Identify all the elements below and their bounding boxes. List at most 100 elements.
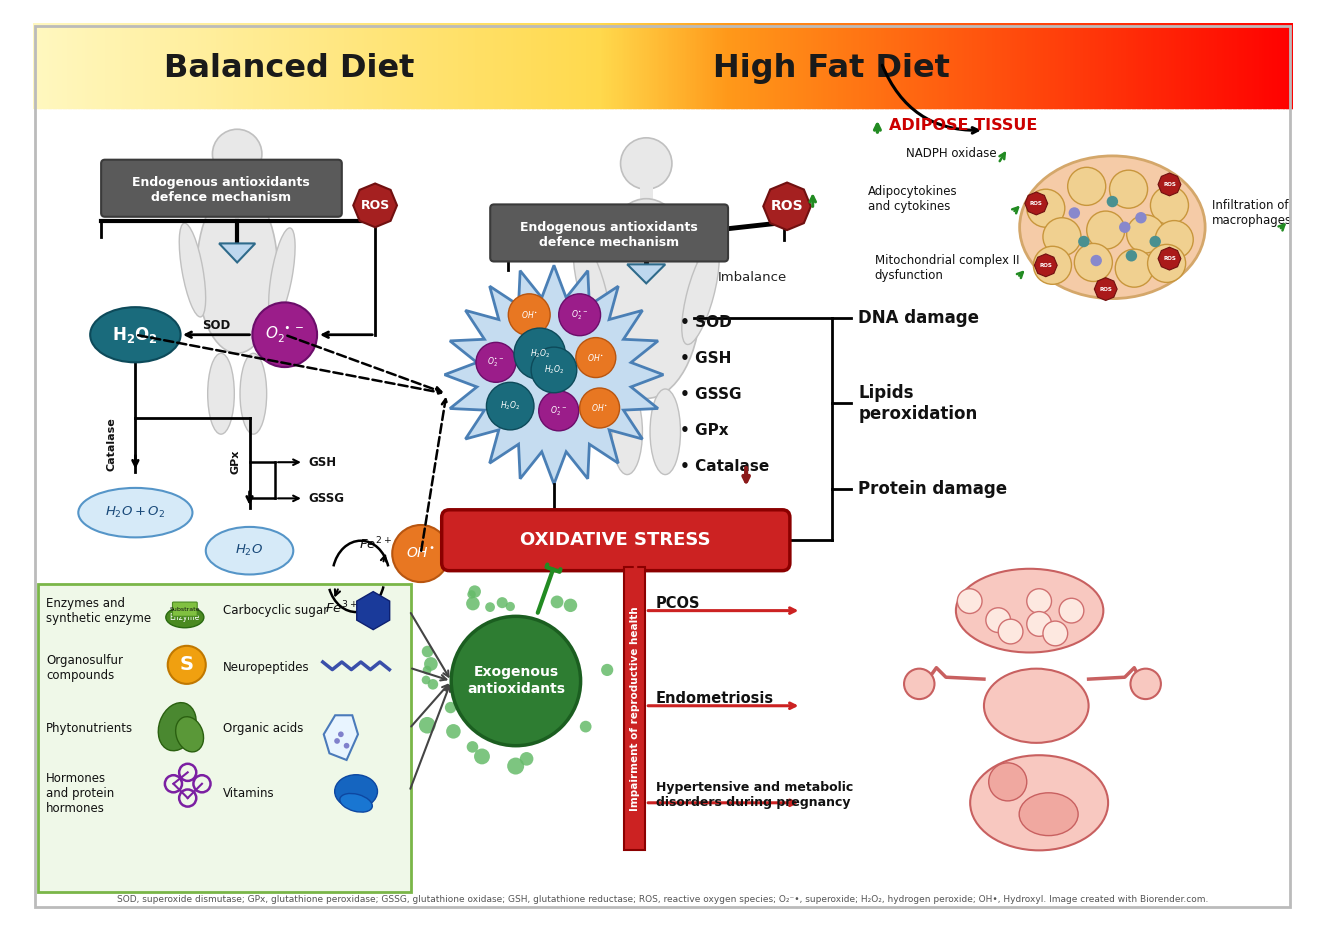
Bar — [42, 22, 46, 108]
Circle shape — [419, 717, 436, 733]
Bar — [95, 22, 99, 108]
Bar — [330, 22, 334, 108]
Bar — [1291, 22, 1295, 108]
Bar — [265, 22, 268, 108]
Circle shape — [1075, 244, 1113, 282]
Bar — [90, 22, 94, 108]
Bar — [375, 22, 379, 108]
Bar — [723, 22, 727, 108]
Text: Neuropeptides: Neuropeptides — [223, 661, 310, 675]
Bar — [1248, 22, 1251, 108]
Bar — [280, 22, 284, 108]
Bar — [1192, 22, 1195, 108]
Bar — [156, 22, 159, 108]
Text: Protein damage: Protein damage — [859, 480, 1007, 498]
Text: ROS: ROS — [360, 199, 390, 212]
Ellipse shape — [78, 488, 192, 537]
Text: Organic acids: Organic acids — [223, 722, 303, 735]
Bar — [449, 22, 452, 108]
Bar — [1056, 22, 1060, 108]
Bar — [151, 22, 155, 108]
Bar — [231, 177, 244, 196]
Bar — [1165, 22, 1169, 108]
Bar — [1271, 22, 1273, 108]
Bar — [447, 22, 449, 108]
Bar — [1210, 22, 1214, 108]
Bar — [743, 22, 747, 108]
Bar — [1251, 22, 1253, 108]
Bar — [735, 22, 739, 108]
Bar — [1072, 22, 1075, 108]
Bar — [676, 22, 678, 108]
Bar — [307, 22, 311, 108]
Bar — [322, 22, 326, 108]
Bar — [754, 22, 757, 108]
Bar — [824, 22, 828, 108]
Bar — [1048, 22, 1052, 108]
Bar — [464, 22, 468, 108]
Text: SOD: SOD — [203, 319, 231, 332]
Ellipse shape — [591, 199, 701, 398]
Bar — [920, 22, 924, 108]
Bar — [782, 22, 784, 108]
Bar — [444, 22, 447, 108]
Bar — [704, 22, 706, 108]
Bar — [504, 22, 507, 108]
Bar — [1232, 22, 1236, 108]
Text: $\mathbf{H_2O_2}$: $\mathbf{H_2O_2}$ — [113, 325, 159, 344]
Bar — [635, 22, 639, 108]
Bar — [290, 22, 293, 108]
Bar — [922, 22, 926, 108]
Circle shape — [1120, 221, 1130, 233]
Circle shape — [392, 525, 449, 582]
Bar — [779, 22, 782, 108]
Bar — [595, 22, 599, 108]
Bar — [1006, 22, 1010, 108]
Text: ADIPOSE TISSUE: ADIPOSE TISSUE — [889, 118, 1037, 132]
Bar — [933, 22, 935, 108]
Bar — [1051, 22, 1055, 108]
Text: ROS: ROS — [1163, 257, 1175, 261]
Circle shape — [476, 342, 515, 383]
Bar — [665, 22, 669, 108]
Circle shape — [252, 302, 317, 367]
Bar — [1019, 22, 1022, 108]
FancyBboxPatch shape — [441, 509, 790, 571]
Bar — [867, 22, 871, 108]
Bar — [567, 22, 571, 108]
Text: Imbalance: Imbalance — [718, 272, 787, 285]
Bar — [615, 22, 619, 108]
Circle shape — [1155, 220, 1194, 258]
Bar — [45, 22, 49, 108]
Bar — [897, 22, 901, 108]
Bar — [227, 22, 231, 108]
Bar — [472, 22, 474, 108]
Bar — [118, 22, 122, 108]
Bar — [709, 22, 712, 108]
Bar — [1207, 22, 1211, 108]
Bar — [660, 22, 664, 108]
Text: defence mechanism: defence mechanism — [539, 236, 680, 249]
Bar — [885, 22, 888, 108]
Bar — [525, 22, 527, 108]
Bar — [1053, 22, 1057, 108]
Text: ROS: ROS — [771, 200, 803, 214]
Bar — [791, 22, 795, 108]
Bar — [547, 22, 550, 108]
Bar — [1044, 22, 1047, 108]
Bar — [37, 22, 41, 108]
Circle shape — [168, 646, 205, 684]
Bar — [171, 22, 175, 108]
Text: Vitamins: Vitamins — [223, 787, 274, 800]
Bar — [847, 22, 851, 108]
Bar — [1195, 22, 1198, 108]
Bar — [603, 22, 606, 108]
Bar — [941, 22, 943, 108]
Text: Impairment of reproductive health: Impairment of reproductive health — [629, 606, 640, 811]
Bar — [640, 22, 644, 108]
Bar — [1061, 22, 1065, 108]
Bar — [355, 22, 359, 108]
Bar — [274, 22, 278, 108]
Bar — [1126, 22, 1130, 108]
Text: ROS: ROS — [1100, 286, 1112, 292]
